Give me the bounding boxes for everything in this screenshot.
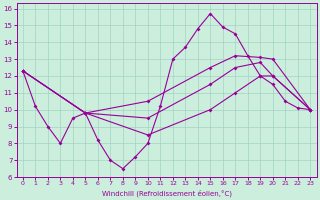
X-axis label: Windchill (Refroidissement éolien,°C): Windchill (Refroidissement éolien,°C) bbox=[101, 189, 232, 197]
